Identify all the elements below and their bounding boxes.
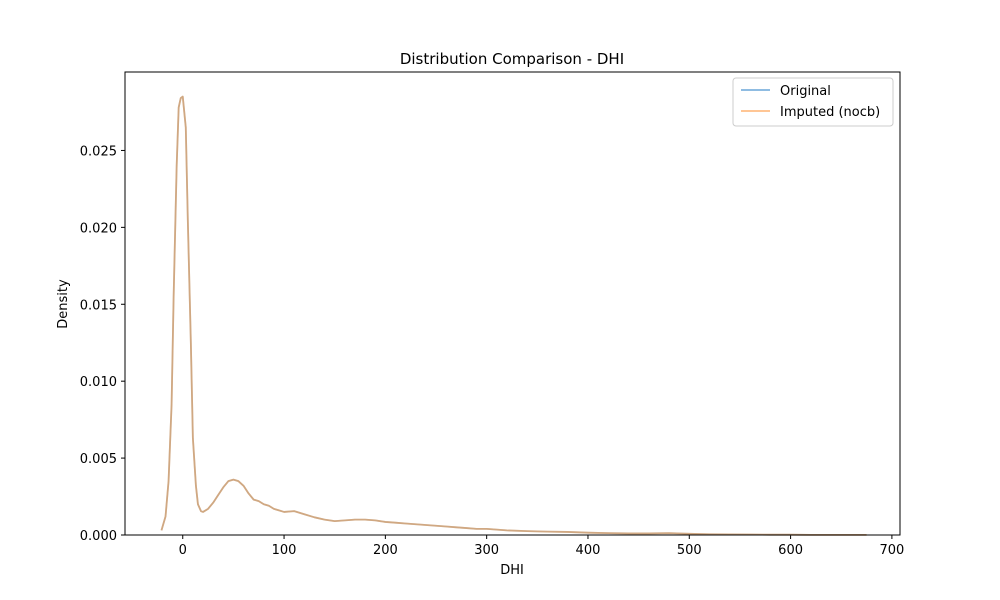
x-tick-label: 600 (778, 543, 803, 558)
legend: Original Imputed (nocb) (732, 77, 894, 127)
y-axis-ticks: 0.000 0.005 0.010 0.015 0.020 0.025 (80, 144, 125, 544)
chart-title: Distribution Comparison - DHI (400, 50, 624, 68)
series-line-original (160, 95, 867, 536)
y-tick-label: 0.020 (80, 221, 117, 236)
x-tick-label: 100 (272, 543, 297, 558)
y-tick-label: 0.000 (80, 529, 117, 544)
x-tick-label: 400 (576, 543, 601, 558)
y-tick-label: 0.015 (80, 298, 117, 313)
series-layer (160, 95, 867, 536)
x-tick-label: 500 (677, 543, 702, 558)
x-tick-label: 300 (474, 543, 499, 558)
plot-frame (124, 71, 901, 536)
legend-label-imputed: Imputed (nocb) (780, 105, 880, 120)
x-tick-label: 200 (373, 543, 398, 558)
legend-label-original: Original (780, 84, 831, 99)
y-tick-label: 0.010 (80, 375, 117, 390)
y-axis-label: Density (56, 279, 71, 329)
x-axis-ticks: 0 100 200 300 400 500 600 700 (179, 535, 904, 558)
x-tick-label: 700 (879, 543, 904, 558)
y-tick-label: 0.025 (80, 144, 117, 159)
x-axis-label: DHI (500, 563, 524, 578)
legend-box (732, 77, 894, 127)
y-tick-label: 0.005 (80, 452, 117, 467)
series-line-imputed (160, 95, 867, 536)
x-tick-label: 0 (179, 543, 187, 558)
